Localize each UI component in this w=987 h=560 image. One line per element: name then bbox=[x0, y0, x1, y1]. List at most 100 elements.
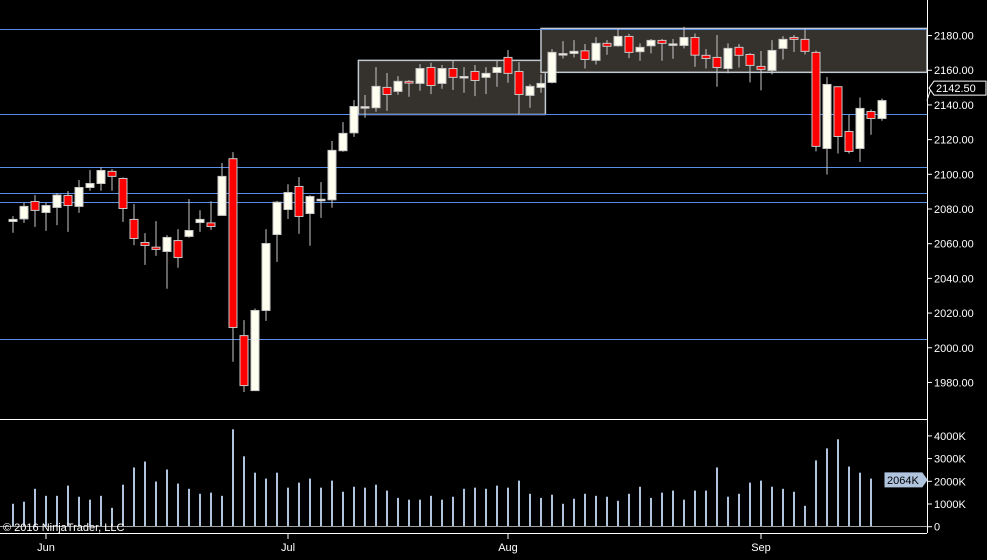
candle-body bbox=[41, 205, 51, 213]
volume-bar bbox=[133, 467, 135, 527]
candle bbox=[41, 202, 51, 231]
candle-body bbox=[261, 243, 271, 311]
price-tick-label: 2120.00 bbox=[934, 135, 974, 147]
candle bbox=[624, 33, 634, 59]
date-tick-label: Aug bbox=[498, 542, 518, 554]
candle bbox=[547, 49, 557, 84]
price-axis[interactable]: 1980.00 2000.00 2020.00 2040.00 2060.00 2080.… bbox=[927, 31, 974, 390]
candle-body bbox=[140, 241, 150, 246]
candle bbox=[151, 221, 161, 256]
volume-tick-label: 4000K bbox=[934, 431, 966, 443]
candle-body bbox=[778, 38, 788, 49]
candle-body bbox=[85, 183, 95, 188]
volume-bar bbox=[782, 488, 784, 527]
volume-bar bbox=[408, 499, 410, 527]
candle-body bbox=[470, 70, 480, 81]
candle bbox=[800, 29, 810, 55]
candle-body bbox=[459, 75, 469, 79]
candle bbox=[822, 77, 832, 175]
candle bbox=[393, 76, 403, 95]
volume-bar bbox=[342, 491, 344, 527]
candle bbox=[470, 65, 480, 97]
candle bbox=[360, 95, 370, 118]
volume-bar bbox=[507, 487, 509, 527]
volume-bar bbox=[496, 485, 498, 527]
candle-body bbox=[723, 47, 733, 70]
candle bbox=[756, 50, 766, 91]
candle-body bbox=[481, 72, 491, 78]
candle bbox=[19, 202, 29, 223]
candle-body bbox=[404, 80, 414, 84]
candle bbox=[107, 169, 117, 191]
candle-body bbox=[503, 56, 513, 74]
candle bbox=[294, 177, 304, 234]
candle-body bbox=[866, 111, 876, 119]
candle-body bbox=[250, 309, 260, 392]
candle bbox=[701, 49, 711, 69]
candle bbox=[690, 33, 700, 67]
candle bbox=[250, 308, 260, 392]
volume-bar bbox=[320, 487, 322, 527]
candle bbox=[646, 39, 656, 54]
volume-bar bbox=[364, 487, 366, 527]
candle bbox=[514, 62, 524, 115]
volume-bar bbox=[694, 490, 696, 527]
candle-body bbox=[569, 50, 579, 54]
candle bbox=[668, 39, 678, 59]
candle-body bbox=[8, 218, 18, 222]
candle-body bbox=[668, 43, 678, 46]
candle-body bbox=[558, 53, 568, 56]
candle-body bbox=[118, 177, 128, 209]
volume-bar bbox=[45, 495, 47, 527]
candle-body bbox=[624, 35, 634, 53]
date-tick-label: Sep bbox=[751, 542, 771, 554]
volume-bar bbox=[672, 490, 674, 527]
candle bbox=[525, 84, 535, 108]
candle-body bbox=[305, 196, 315, 215]
volume-tick-label: 0 bbox=[934, 522, 940, 534]
candle-body bbox=[800, 38, 810, 52]
last-volume-label: 2064K bbox=[887, 475, 919, 487]
candle-body bbox=[547, 51, 557, 83]
candle-body bbox=[525, 85, 535, 96]
candle bbox=[217, 163, 227, 216]
volume-bar bbox=[89, 499, 91, 527]
candle bbox=[580, 44, 590, 69]
volume-axis[interactable]: 0 1000K 2000K 3000K 4000K bbox=[927, 431, 966, 534]
candle bbox=[855, 97, 865, 162]
volume-bar bbox=[419, 499, 421, 527]
candle bbox=[657, 39, 667, 61]
candle bbox=[8, 216, 18, 233]
volume-bar bbox=[639, 486, 641, 527]
volume-bar bbox=[848, 466, 850, 527]
volume-bar bbox=[397, 497, 399, 527]
volume-bar bbox=[430, 495, 432, 527]
candle bbox=[162, 235, 172, 289]
candle-body bbox=[767, 49, 777, 71]
last-price-label: 2142.50 bbox=[936, 83, 976, 95]
candle-body bbox=[382, 86, 392, 96]
time-axis[interactable]: Jun Jul Aug Sep bbox=[37, 533, 771, 554]
candle bbox=[85, 170, 95, 191]
candle bbox=[261, 229, 271, 321]
candle bbox=[866, 109, 876, 135]
candle bbox=[206, 201, 216, 230]
volume-bar bbox=[199, 493, 201, 527]
price-tick-label: 2100.00 bbox=[934, 169, 974, 181]
candle-body bbox=[844, 130, 854, 152]
range-boxes bbox=[357, 27, 928, 116]
candle bbox=[591, 37, 601, 65]
volume-bar bbox=[606, 496, 608, 527]
volume-bar bbox=[749, 482, 751, 527]
candle bbox=[239, 320, 249, 392]
volume-bar bbox=[265, 478, 267, 527]
candle-body bbox=[294, 185, 304, 217]
candle bbox=[569, 40, 579, 58]
volume-bar bbox=[738, 493, 740, 527]
range-box[interactable] bbox=[540, 27, 928, 74]
candle bbox=[228, 152, 238, 362]
candle-body bbox=[63, 194, 73, 207]
candle-body bbox=[635, 46, 645, 53]
candle bbox=[492, 60, 502, 87]
candle-body bbox=[107, 170, 117, 177]
